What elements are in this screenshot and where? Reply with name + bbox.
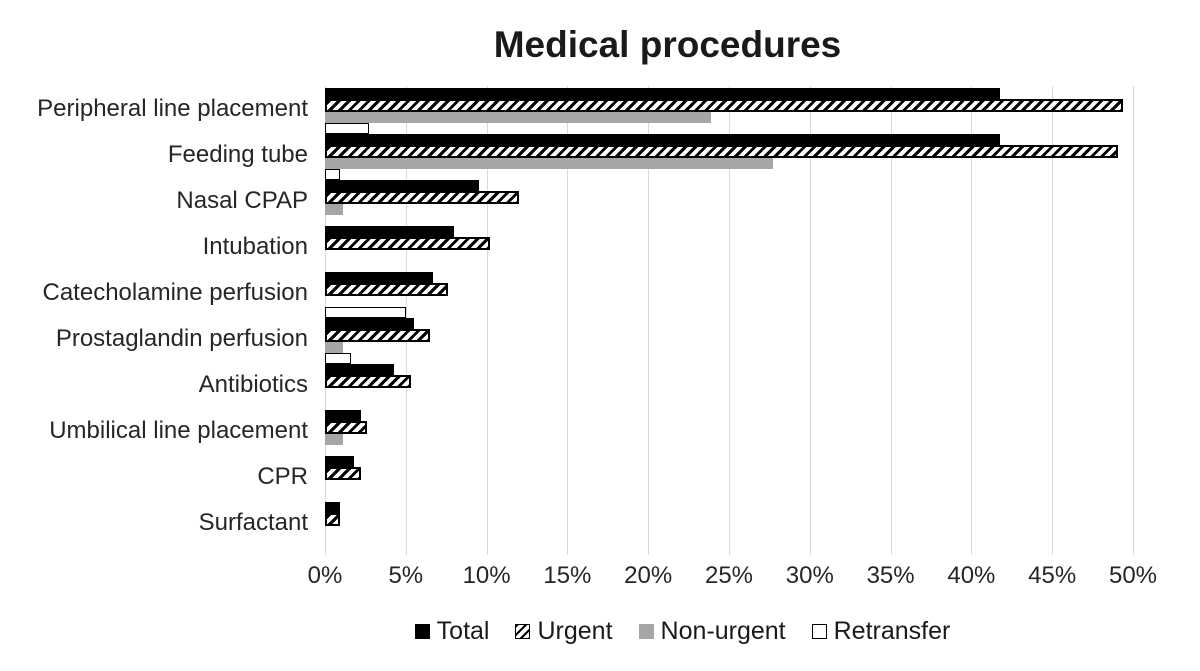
bar-group <box>325 270 1133 318</box>
bar-urgent <box>325 99 1124 112</box>
gridline <box>567 86 569 555</box>
gridline <box>729 86 730 555</box>
x-tick-label: 50% <box>1108 562 1158 589</box>
bar-total <box>325 318 414 329</box>
gridline <box>971 86 973 555</box>
bar-urgent <box>325 329 431 342</box>
x-tick-label: 0% <box>307 562 343 589</box>
bar-urgent <box>325 421 368 434</box>
bar-total <box>325 364 395 375</box>
x-tick-label: 5% <box>388 562 424 589</box>
legend-label: Total <box>436 617 490 645</box>
legend-label: Non-urgent <box>660 617 786 645</box>
bar-urgent <box>325 513 340 526</box>
bar-retransfer <box>325 307 406 318</box>
x-tick-label: 10% <box>462 562 511 589</box>
category-label: Catecholamine perfusion <box>42 279 309 306</box>
bar-group <box>325 408 1133 456</box>
legend: Total Urgent Non-urgent Retransfer <box>150 617 1200 646</box>
bar-group <box>325 500 1133 548</box>
legend-label: Urgent <box>537 617 613 645</box>
x-tick-label: 45% <box>1028 562 1077 589</box>
bar-total <box>325 88 1001 99</box>
x-tick-label: 40% <box>947 562 996 589</box>
category-label: Umbilical line placement <box>49 417 308 444</box>
legend-swatch-total <box>414 624 430 639</box>
gridline <box>809 86 811 555</box>
gridline <box>1133 86 1134 555</box>
x-tick-label: 35% <box>866 562 915 589</box>
category-label: Antibiotics <box>198 371 308 398</box>
category-label: Prostaglandin perfusion <box>55 325 308 352</box>
bar-urgent <box>325 375 411 388</box>
gridline <box>648 86 650 555</box>
bar-non-urgent <box>325 112 712 123</box>
category-label: CPR <box>257 463 308 490</box>
bar-urgent <box>325 145 1119 158</box>
bar-total <box>325 502 340 513</box>
bar-non-urgent <box>325 204 343 215</box>
x-tick-label: 20% <box>624 562 673 589</box>
x-tick-label: 30% <box>785 562 834 589</box>
plot-area <box>325 86 1134 555</box>
category-label: Peripheral line placement <box>37 95 308 122</box>
legend-swatch-non-urgent <box>638 624 654 639</box>
legend-swatch-retransfer <box>811 624 827 639</box>
bar-group <box>325 316 1133 364</box>
legend-swatch-urgent <box>515 624 531 639</box>
bar-group <box>325 132 1133 180</box>
bar-urgent <box>325 283 448 296</box>
legend-item-urgent: Urgent <box>515 617 613 646</box>
bar-group <box>325 224 1133 272</box>
bar-urgent <box>325 191 519 204</box>
bar-total <box>325 180 479 191</box>
bar-retransfer <box>325 353 351 364</box>
chart-title: Medical procedures <box>493 24 842 65</box>
x-tick-label: 15% <box>543 562 592 589</box>
legend-label: Retransfer <box>833 617 951 645</box>
bar-non-urgent <box>325 158 773 169</box>
bar-retransfer <box>325 169 340 180</box>
bar-group <box>325 362 1133 410</box>
category-label: Surfactant <box>198 509 308 536</box>
bar-non-urgent <box>325 434 343 445</box>
bar-total <box>325 226 455 237</box>
bar-non-urgent <box>325 342 343 353</box>
category-label: Intubation <box>202 233 308 260</box>
gridline <box>486 86 488 555</box>
bar-group <box>325 86 1133 134</box>
bar-total <box>325 272 434 283</box>
category-label: Feeding tube <box>167 141 308 168</box>
x-tick-label: 25% <box>704 562 754 589</box>
legend-item-retransfer: Retransfer <box>811 617 951 646</box>
bar-group <box>325 178 1133 226</box>
bar-total <box>325 456 355 467</box>
bar-urgent <box>325 467 361 480</box>
bar-retransfer <box>325 123 369 134</box>
category-label: Nasal CPAP <box>176 187 308 214</box>
gridline <box>1052 86 1054 555</box>
bar-total <box>325 410 361 421</box>
bar-total <box>325 134 1001 145</box>
bar-urgent <box>325 237 490 250</box>
legend-item-total: Total <box>414 617 490 646</box>
bar-group <box>325 454 1133 502</box>
legend-item-non-urgent: Non-urgent <box>638 617 786 646</box>
gridline <box>890 86 892 555</box>
